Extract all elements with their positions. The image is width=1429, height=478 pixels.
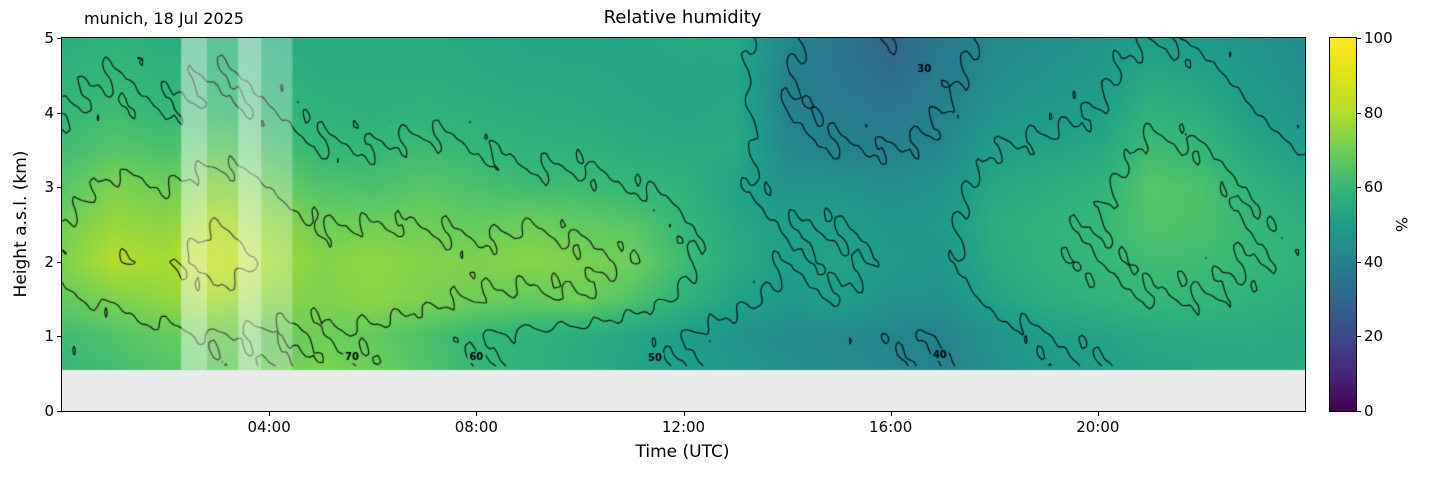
x-tick-mark [890, 412, 892, 416]
colorbar-tick-mark [1357, 411, 1361, 412]
y-tick-mark [57, 336, 61, 338]
y-tick-label: 3 [44, 178, 54, 197]
contour-plot-canvas [61, 37, 1306, 412]
colorbar-tick-mark [1357, 187, 1361, 189]
colorbar-canvas [1329, 37, 1357, 412]
colorbar-tick-mark [1357, 336, 1361, 338]
x-tick-mark [269, 412, 271, 416]
y-tick-mark [57, 112, 61, 114]
x-tick-label: 20:00 [1076, 418, 1120, 436]
x-tick-label: 16:00 [869, 418, 913, 436]
colorbar-tick-label: 100 [1364, 29, 1393, 47]
x-tick-label: 12:00 [661, 418, 706, 436]
colorbar-tick-label: 0 [1364, 402, 1374, 420]
x-tick-label: 08:00 [454, 418, 498, 436]
colorbar-tick-label: 60 [1364, 178, 1384, 197]
colorbar-tick-mark [1357, 38, 1361, 39]
x-axis-label: Time (UTC) [635, 442, 730, 462]
y-tick-mark [57, 261, 61, 263]
chart-title: Relative humidity [603, 7, 762, 28]
colorbar-tick-mark [1357, 112, 1361, 114]
y-tick-label: 0 [44, 402, 54, 420]
y-tick-mark [57, 187, 61, 189]
x-tick-label: 04:00 [247, 418, 291, 436]
x-tick-mark [476, 412, 478, 416]
y-tick-label: 2 [44, 252, 54, 271]
colorbar-unit-label: % [1392, 216, 1412, 233]
colorbar-tick-label: 40 [1364, 252, 1384, 271]
x-tick-mark [683, 412, 685, 416]
y-tick-label: 1 [44, 327, 54, 346]
colorbar-tick-label: 80 [1364, 103, 1384, 122]
y-tick-mark [57, 411, 61, 412]
location-date-annotation: munich, 18 Jul 2025 [84, 9, 244, 28]
y-tick-mark [57, 38, 61, 39]
y-tick-label: 5 [44, 29, 54, 47]
x-tick-mark [1097, 412, 1099, 416]
colorbar-tick-mark [1357, 261, 1361, 263]
y-tick-label: 4 [44, 103, 54, 122]
colorbar-tick-label: 20 [1364, 327, 1384, 346]
y-axis-label: Height a.s.l. (km) [11, 150, 31, 298]
